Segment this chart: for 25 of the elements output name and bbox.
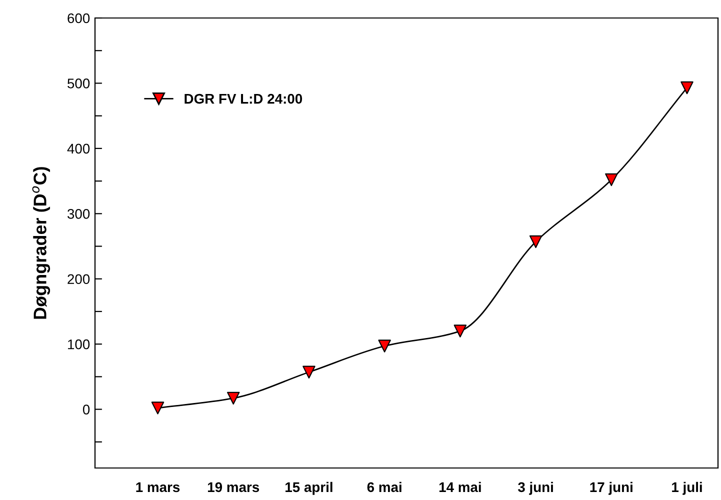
point: [529, 235, 542, 248]
y-tick-label: 500: [68, 78, 90, 88]
point: [454, 324, 467, 338]
x-tick-label: 17 juni: [590, 482, 632, 495]
point: [680, 81, 694, 94]
y-tick-label: 100: [68, 339, 90, 350]
x-tick-label: 14 mai: [439, 482, 481, 492]
y-tick-label: 200: [68, 274, 90, 284]
point: [302, 366, 316, 378]
point: [605, 173, 618, 186]
x-tick-label: 1 mars: [136, 482, 180, 492]
point: [378, 340, 391, 352]
y-axis-title: Døgngrader (D$^{o}$C): [32, 167, 50, 319]
y-tick-label: 0: [82, 404, 90, 414]
y-tick-label: 400: [67, 144, 90, 154]
x-tick-label: 3 juni: [518, 482, 553, 495]
x-tick-label: 1 juli: [672, 482, 702, 495]
y-tick-label: 600: [68, 13, 90, 24]
x-tick-label: 15 april: [286, 482, 332, 495]
point: [226, 392, 240, 405]
legend-label: DGR FV L:D 24:00: [184, 94, 302, 104]
point: [151, 402, 164, 414]
y-tick-label: 300: [68, 208, 90, 219]
x-tick-label: 19 mars: [208, 482, 260, 492]
x-tick-label: 6 mai: [367, 482, 402, 492]
